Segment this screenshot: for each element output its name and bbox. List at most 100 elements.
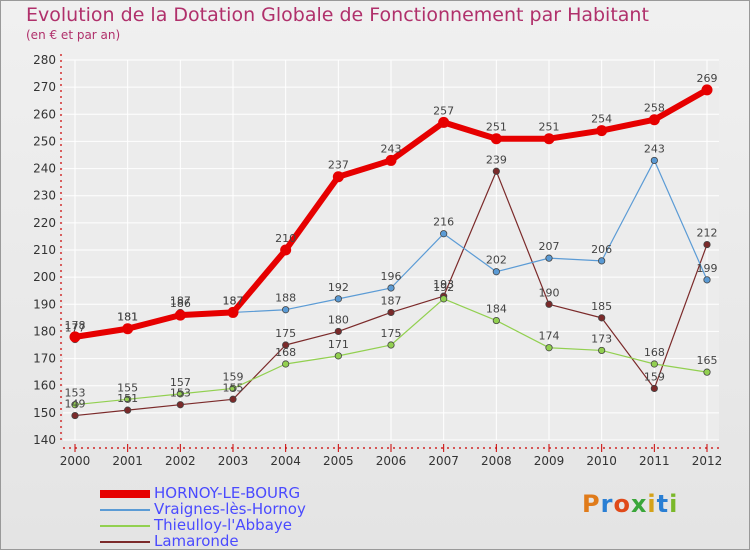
data-label: 216	[433, 216, 454, 229]
data-label: 175	[275, 327, 296, 340]
data-point	[490, 133, 502, 145]
data-point	[701, 84, 713, 96]
data-label: 175	[381, 327, 402, 340]
data-label: 188	[275, 292, 296, 305]
data-label: 258	[644, 102, 665, 115]
data-label: 184	[486, 303, 507, 316]
data-point	[334, 295, 342, 303]
data-label: 212	[697, 227, 718, 240]
x-tick-label: 2006	[376, 454, 407, 468]
data-point	[703, 276, 711, 284]
legend-swatch	[100, 490, 150, 498]
data-label: 181	[117, 311, 138, 324]
data-point	[71, 401, 79, 409]
data-point	[124, 395, 132, 403]
data-label: 251	[486, 121, 507, 134]
legend-label: Vraignes-lès-Hornoy	[154, 500, 306, 518]
y-tick-label: 210	[33, 243, 56, 257]
logo-letter: i	[647, 490, 657, 518]
y-tick-label: 220	[33, 216, 56, 230]
data-point	[332, 171, 344, 183]
data-point	[703, 368, 711, 376]
data-label: 193	[433, 278, 454, 291]
legend-label: HORNOY-LE-BOURG	[154, 484, 301, 502]
x-tick-label: 2010	[586, 454, 617, 468]
data-label: 192	[433, 281, 454, 294]
logo-letter: t	[656, 490, 670, 518]
data-label: 187	[381, 294, 402, 307]
data-point	[282, 360, 290, 368]
logo-letter: i	[669, 490, 679, 518]
data-point	[387, 341, 395, 349]
data-point	[492, 167, 500, 175]
data-point	[387, 284, 395, 292]
data-label: 239	[486, 153, 507, 166]
data-point	[176, 390, 184, 398]
data-point	[650, 384, 658, 393]
data-point	[492, 316, 500, 325]
x-tick-label: 2012	[692, 454, 723, 468]
data-point	[545, 254, 553, 262]
data-label: 192	[328, 281, 349, 294]
data-label: 165	[697, 354, 718, 367]
data-point	[71, 411, 79, 420]
y-tick-label: 260	[33, 107, 56, 121]
logo-letter: r	[600, 490, 614, 518]
data-label: 187	[223, 294, 244, 307]
data-label: 171	[328, 338, 349, 351]
data-label: 178	[65, 319, 86, 332]
data-point	[545, 344, 553, 352]
data-label: 159	[644, 370, 665, 383]
data-point	[598, 346, 606, 355]
y-tick-label: 280	[33, 53, 56, 67]
data-label: 243	[381, 142, 402, 155]
y-tick-label: 150	[33, 406, 56, 420]
data-label: 155	[223, 381, 244, 394]
data-label: 257	[433, 104, 454, 117]
data-label: 177	[65, 322, 86, 335]
data-point	[440, 230, 448, 238]
data-point	[598, 257, 606, 265]
x-tick-label: 2004	[270, 454, 301, 468]
chart-title: Evolution de la Dotation Globale de Fonc…	[26, 4, 649, 26]
y-tick-label: 180	[33, 324, 56, 338]
logo-letter: P	[582, 490, 601, 518]
proxiti-logo: Proxiti	[582, 490, 678, 518]
data-label: 181	[117, 311, 138, 324]
legend-label: Thieulloy-l'Abbaye	[154, 516, 293, 534]
data-label: 269	[697, 72, 718, 85]
data-point	[229, 395, 237, 403]
y-tick-label: 240	[33, 162, 56, 176]
data-label: 153	[170, 387, 191, 400]
y-tick-label: 200	[33, 270, 56, 284]
y-tick-label: 140	[33, 433, 56, 447]
x-tick-label: 2001	[112, 454, 143, 468]
data-point	[229, 384, 237, 393]
legend-swatch	[100, 525, 150, 527]
y-tick-label: 230	[33, 189, 56, 203]
data-point	[387, 308, 395, 317]
data-point	[280, 244, 292, 256]
data-label: 196	[381, 270, 402, 283]
chart-subtitle: (en € et par an)	[26, 28, 121, 42]
data-label: 186	[170, 297, 191, 310]
data-label: 174	[539, 330, 560, 343]
legend-label: Lamaronde	[154, 532, 239, 550]
data-point	[174, 309, 186, 321]
data-point	[545, 300, 553, 308]
y-tick-label: 270	[33, 80, 56, 94]
data-point	[385, 154, 397, 166]
data-label: 168	[275, 346, 296, 359]
data-point	[69, 331, 81, 343]
data-label: 254	[591, 113, 612, 126]
data-point	[650, 156, 658, 165]
data-label: 202	[486, 254, 507, 267]
data-point	[227, 306, 239, 318]
data-point	[648, 114, 660, 126]
x-tick-label: 2009	[534, 454, 565, 468]
legend-swatch	[100, 541, 150, 543]
data-label: 251	[539, 121, 560, 134]
x-tick-label: 2007	[428, 454, 459, 468]
x-tick-label: 2000	[60, 454, 91, 468]
